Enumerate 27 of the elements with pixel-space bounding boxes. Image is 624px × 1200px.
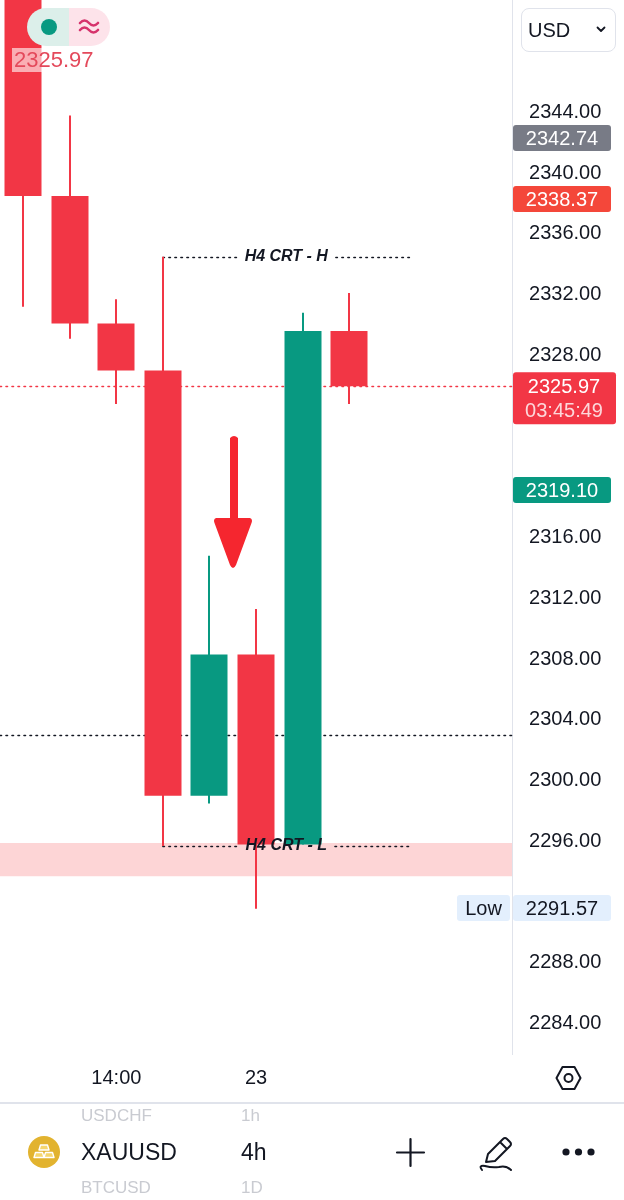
text: 2338.37: [525, 187, 599, 210]
text: 2319.10: [525, 478, 599, 501]
y-tick-label: 2328.00: [529, 342, 602, 365]
y-tick-label: 2332.00: [529, 282, 602, 305]
text: XAUUSD: [81, 1139, 177, 1165]
text: 4h: [241, 1139, 267, 1165]
ref-line-label: H4 CRT - H: [244, 247, 329, 265]
annotation: Low: [465, 896, 503, 919]
y-tick-label: 2316.00: [529, 525, 602, 548]
y-tick-label: 2288.00: [529, 950, 602, 973]
ref-line-label: 2325.97: [527, 374, 601, 397]
y-tick-label: 2340.00: [529, 160, 602, 183]
annotation: 2325.97: [12, 47, 96, 72]
currency-select: USD: [521, 8, 616, 52]
y-tick-label: 2284.00: [529, 1011, 602, 1034]
text: 2342.74: [525, 126, 599, 149]
text: 03:45:49: [525, 398, 603, 421]
text: 2291.57: [525, 896, 599, 919]
y-tick-label: 2296.00: [529, 828, 602, 851]
x-tick-label: 14:00: [91, 1065, 142, 1088]
y-tick-label: 2300.00: [529, 768, 602, 791]
y-tick-label: 2336.00: [529, 221, 602, 244]
x-tick-label: 23: [244, 1065, 268, 1088]
y-tick-label: 2304.00: [529, 707, 602, 730]
y-tick-label: 2308.00: [529, 646, 602, 669]
y-tick-label: 2344.00: [529, 99, 602, 122]
y-tick-label: 2312.00: [529, 585, 602, 608]
